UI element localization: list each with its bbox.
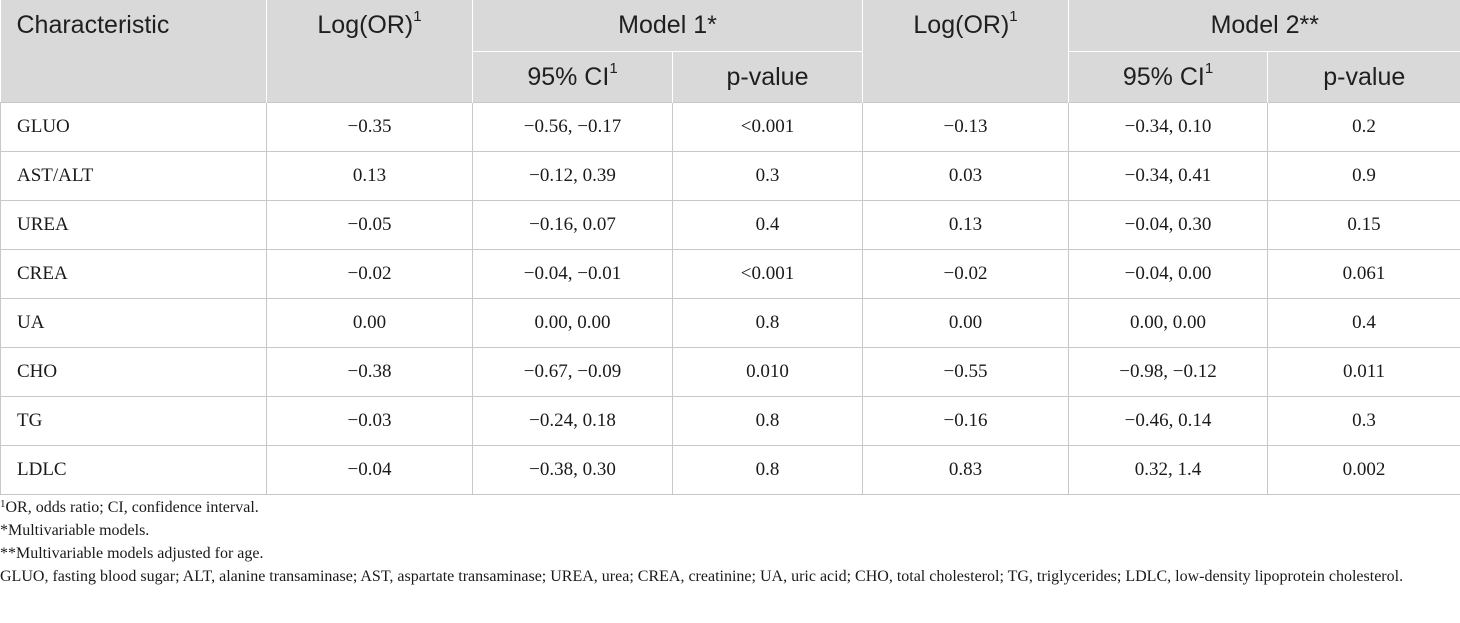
header-pvalue-model2: p-value: [1267, 51, 1460, 103]
cell-logor-model2: 0.83: [862, 445, 1070, 495]
cell-ci-model2: −0.34, 0.41: [1068, 151, 1269, 201]
cell-ci-model1: −0.16, 0.07: [472, 200, 673, 250]
cell-pvalue-model2: 0.002: [1267, 445, 1460, 495]
cell-pvalue-model1: 0.8: [671, 298, 864, 348]
cell-logor-model1: −0.35: [266, 102, 473, 152]
cell-logor-model2: 0.03: [862, 151, 1070, 201]
cell-logor-model1: −0.04: [266, 445, 473, 495]
cell-ci-model2: −0.34, 0.10: [1068, 102, 1269, 152]
cell-ci-model1: −0.24, 0.18: [472, 396, 673, 446]
cell-ci-model1: −0.67, −0.09: [472, 347, 673, 397]
cell-characteristic: UA: [0, 298, 267, 348]
cell-pvalue-model2: 0.4: [1267, 298, 1460, 348]
cell-characteristic: UREA: [0, 200, 267, 250]
header-ci-model2: 95% CI1: [1068, 51, 1269, 103]
cell-pvalue-model2: 0.9: [1267, 151, 1460, 201]
table-row: AST/ALT 0.13 −0.12, 0.39 0.3 0.03 −0.34,…: [0, 151, 1460, 201]
cell-characteristic: CREA: [0, 249, 267, 299]
table-row: GLUO −0.35 −0.56, −0.17 <0.001 −0.13 −0.…: [0, 102, 1460, 152]
table-row: UREA −0.05 −0.16, 0.07 0.4 0.13 −0.04, 0…: [0, 200, 1460, 250]
cell-ci-model2: −0.98, −0.12: [1068, 347, 1269, 397]
header-logor-model1: Log(OR)1: [266, 0, 473, 103]
cell-logor-model2: −0.16: [862, 396, 1070, 446]
table-row: CHO −0.38 −0.67, −0.09 0.010 −0.55 −0.98…: [0, 347, 1460, 397]
cell-ci-model2: 0.32, 1.4: [1068, 445, 1269, 495]
cell-ci-model1: −0.38, 0.30: [472, 445, 673, 495]
footnote-marker: 1: [1009, 8, 1018, 25]
cell-pvalue-model2: 0.2: [1267, 102, 1460, 152]
header-logor-model2: Log(OR)1: [862, 0, 1070, 103]
cell-characteristic: GLUO: [0, 102, 267, 152]
table-footnotes: 1OR, odds ratio; CI, confidence interval…: [0, 496, 1460, 588]
cell-pvalue-model2: 0.011: [1267, 347, 1460, 397]
cell-ci-model1: −0.12, 0.39: [472, 151, 673, 201]
cell-ci-model2: 0.00, 0.00: [1068, 298, 1269, 348]
table-row: LDLC −0.04 −0.38, 0.30 0.8 0.83 0.32, 1.…: [0, 445, 1460, 495]
cell-pvalue-model1: 0.8: [671, 445, 864, 495]
cell-logor-model2: 0.13: [862, 200, 1070, 250]
cell-logor-model1: −0.02: [266, 249, 473, 299]
table-row: CREA −0.02 −0.04, −0.01 <0.001 −0.02 −0.…: [0, 249, 1460, 299]
cell-ci-model2: −0.04, 0.00: [1068, 249, 1269, 299]
table-row: TG −0.03 −0.24, 0.18 0.8 −0.16 −0.46, 0.…: [0, 396, 1460, 446]
table-header: Characteristic Log(OR)1 Model 1* Log(OR)…: [0, 0, 1460, 103]
header-model2: Model 2**: [1068, 0, 1460, 52]
footnote-marker: 1: [413, 8, 422, 25]
cell-characteristic: CHO: [0, 347, 267, 397]
cell-pvalue-model2: 0.15: [1267, 200, 1460, 250]
cell-logor-model1: −0.03: [266, 396, 473, 446]
cell-pvalue-model1: 0.4: [671, 200, 864, 250]
cell-characteristic: TG: [0, 396, 267, 446]
cell-logor-model1: −0.38: [266, 347, 473, 397]
footnote-3: **Multivariable models adjusted for age.: [0, 545, 264, 562]
table-body: GLUO −0.35 −0.56, −0.17 <0.001 −0.13 −0.…: [0, 102, 1460, 495]
table-row: UA 0.00 0.00, 0.00 0.8 0.00 0.00, 0.00 0…: [0, 298, 1460, 348]
footnote-abbreviations: GLUO, fasting blood sugar; ALT, alanine …: [0, 568, 1404, 585]
cell-characteristic: LDLC: [0, 445, 267, 495]
footnote-marker: 1: [1204, 59, 1214, 77]
header-model1: Model 1*: [471, 0, 864, 52]
cell-ci-model2: −0.04, 0.30: [1068, 200, 1269, 250]
cell-logor-model2: −0.55: [862, 347, 1070, 397]
footnote-marker: 1: [0, 498, 6, 510]
cell-pvalue-model1: 0.3: [671, 151, 864, 201]
footnote-2: *Multivariable models.: [0, 522, 150, 539]
cell-ci-model1: −0.04, −0.01: [472, 249, 673, 299]
results-table: Characteristic Log(OR)1 Model 1* Log(OR)…: [0, 0, 1460, 495]
cell-logor-model1: 0.13: [266, 151, 473, 201]
header-ci-model1: 95% CI1: [472, 51, 673, 103]
header-pvalue-model1: p-value: [671, 51, 864, 103]
footnote-1: 1OR, odds ratio; CI, confidence interval…: [0, 498, 259, 516]
cell-pvalue-model1: <0.001: [671, 102, 864, 152]
cell-logor-model1: 0.00: [266, 298, 473, 348]
cell-logor-model2: −0.13: [862, 102, 1070, 152]
footnote-marker: 1: [609, 59, 618, 77]
header-characteristic: Characteristic: [0, 0, 267, 103]
cell-ci-model2: −0.46, 0.14: [1068, 396, 1269, 446]
cell-pvalue-model1: <0.001: [671, 249, 864, 299]
cell-pvalue-model2: 0.061: [1267, 249, 1460, 299]
cell-pvalue-model1: 0.010: [671, 347, 864, 397]
cell-logor-model2: 0.00: [862, 298, 1070, 348]
cell-logor-model2: −0.02: [862, 249, 1070, 299]
cell-ci-model1: 0.00, 0.00: [472, 298, 673, 348]
cell-pvalue-model1: 0.8: [671, 396, 864, 446]
cell-ci-model1: −0.56, −0.17: [472, 102, 673, 152]
cell-pvalue-model2: 0.3: [1267, 396, 1460, 446]
cell-logor-model1: −0.05: [266, 200, 473, 250]
cell-characteristic: AST/ALT: [0, 151, 267, 201]
